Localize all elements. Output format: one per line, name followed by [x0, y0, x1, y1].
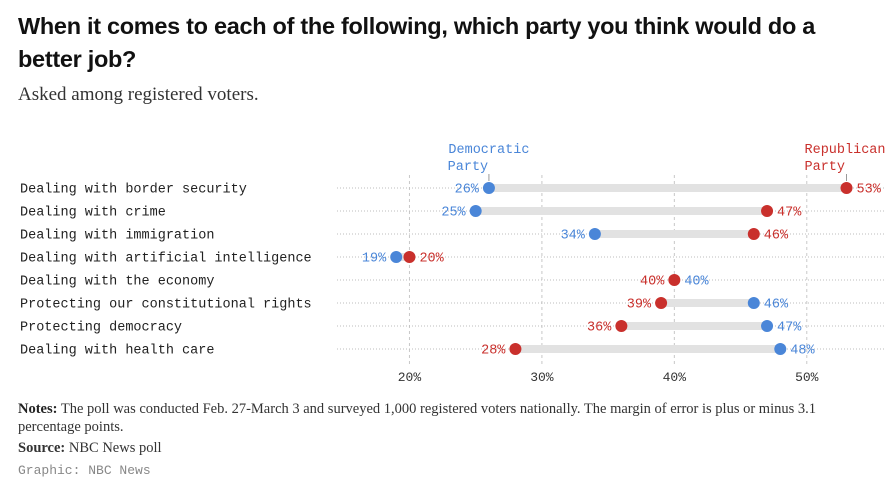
democratic-dot — [761, 320, 774, 332]
republican-value-label: 53% — [857, 183, 882, 198]
chart-title: When it comes to each of the following, … — [18, 13, 816, 72]
democratic-dot — [482, 182, 495, 194]
democratic-value-label: 19% — [362, 252, 387, 267]
democratic-dot — [469, 205, 482, 217]
republican-dot — [403, 251, 416, 263]
democratic-dot — [588, 228, 601, 240]
republican-dot — [615, 320, 628, 332]
category-label: Dealing with health care — [20, 344, 214, 359]
democratic-value-label: 26% — [455, 183, 480, 198]
legend-democratic-line2: Party — [448, 160, 489, 175]
democratic-dot — [390, 251, 403, 263]
range-bar — [515, 345, 781, 353]
category-label: Dealing with artificial intelligence — [20, 252, 312, 267]
legend-democratic-line1: Democratic — [448, 143, 529, 158]
legend-republican-line2: Party — [805, 160, 846, 175]
range-bar — [475, 207, 768, 215]
republican-dot — [840, 182, 853, 194]
category-label: Dealing with border security — [20, 183, 247, 198]
category-label: Dealing with the economy — [20, 275, 214, 290]
source-label: Source: — [18, 440, 66, 456]
republican-value-label: 47% — [777, 206, 802, 221]
republican-value-label: 28% — [481, 344, 506, 359]
x-tick-label: 30% — [530, 370, 554, 385]
republican-dot — [761, 205, 774, 217]
republican-dot — [668, 274, 681, 286]
democratic-dot — [747, 297, 760, 309]
range-bar — [594, 230, 754, 238]
democratic-value-label: 34% — [561, 229, 586, 244]
chart-subtitle: Asked among registered voters. — [18, 84, 259, 105]
category-label: Dealing with crime — [20, 206, 166, 221]
republican-value-label: 39% — [627, 298, 652, 313]
democratic-dot — [774, 343, 787, 355]
notes-text: The poll was conducted Feb. 27-March 3 a… — [18, 401, 817, 435]
x-tick-label: 50% — [795, 370, 819, 385]
republican-dot — [509, 343, 522, 355]
category-label: Protecting our constitutional rights — [20, 298, 312, 313]
republican-value-label: 40% — [640, 275, 665, 290]
republican-value-label: 36% — [587, 321, 612, 336]
democratic-value-label: 48% — [790, 344, 815, 359]
democratic-value-label: 40% — [684, 275, 709, 290]
legend-republican-line1: Republican — [805, 143, 886, 158]
republican-value-label: 46% — [764, 229, 789, 244]
range-bar — [396, 253, 410, 261]
range-bar — [621, 322, 768, 330]
dot-range-chart: 20% 30% 40% 50% Democratic Party Republican Par… — [20, 143, 886, 385]
range-bar — [488, 184, 847, 192]
source: Source: NBC News poll — [18, 440, 162, 457]
republican-value-label: 20% — [419, 252, 444, 267]
source-text: NBC News poll — [68, 440, 162, 456]
republican-dot — [747, 228, 760, 240]
category-label: Dealing with immigration — [20, 229, 214, 244]
category-label: Protecting democracy — [20, 321, 182, 336]
notes-label: Notes: — [18, 401, 58, 417]
graphic-credit: Graphic: NBC News — [18, 463, 151, 478]
x-tick-label: 40% — [663, 370, 687, 385]
x-tick-label: 20% — [398, 370, 422, 385]
republican-dot — [655, 297, 668, 309]
democratic-value-label: 25% — [441, 206, 466, 221]
democratic-value-label: 46% — [764, 298, 789, 313]
notes: Notes: The poll was conducted Feb. 27-Ma… — [18, 400, 878, 436]
democratic-value-label: 47% — [777, 321, 802, 336]
range-bar — [661, 299, 754, 307]
